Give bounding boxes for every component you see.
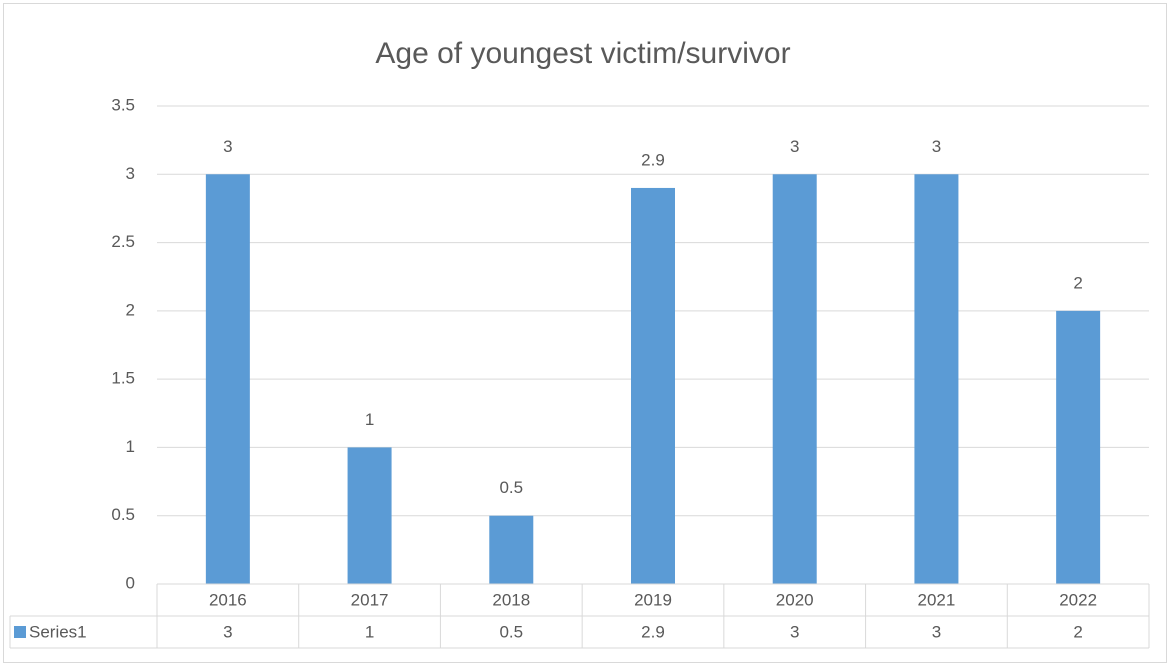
- table-value: 3: [223, 622, 232, 641]
- data-label: 2: [1073, 273, 1082, 292]
- bar: [1056, 310, 1101, 584]
- bar: [489, 515, 534, 584]
- y-tick-label: 0.5: [111, 505, 135, 524]
- table-value: 0.5: [499, 622, 523, 641]
- legend-key: [14, 626, 26, 638]
- bar: [772, 174, 817, 585]
- x-tick-label: 2017: [351, 590, 389, 609]
- y-tick-label: 1: [126, 437, 135, 456]
- data-label: 3: [790, 137, 799, 156]
- bar: [631, 187, 675, 584]
- y-tick-label: 3: [126, 164, 135, 183]
- bar: [205, 174, 250, 585]
- bar: [914, 174, 959, 585]
- y-tick-label: 0: [126, 573, 135, 592]
- data-label: 1: [365, 410, 374, 429]
- table-value: 3: [790, 622, 799, 641]
- x-tick-label: 2020: [776, 590, 814, 609]
- x-tick-label: 2021: [918, 590, 956, 609]
- table-value: 2: [1073, 622, 1082, 641]
- legend-label: Series1: [29, 622, 87, 641]
- x-tick-label: 2018: [492, 590, 530, 609]
- table-value: 2.9: [641, 622, 665, 641]
- y-tick-label: 1.5: [111, 369, 135, 388]
- y-tick-label: 2: [126, 300, 135, 319]
- x-tick-label: 2016: [209, 590, 247, 609]
- y-tick-label: 3.5: [111, 95, 135, 114]
- x-tick-label: 2022: [1059, 590, 1097, 609]
- bar: [347, 447, 392, 584]
- x-tick-label: 2019: [634, 590, 672, 609]
- data-label: 3: [932, 137, 941, 156]
- y-tick-label: 2.5: [111, 232, 135, 251]
- data-label: 0.5: [499, 478, 523, 497]
- chart-border: [3, 3, 1167, 663]
- table-value: 3: [932, 622, 941, 641]
- data-label: 2.9: [641, 150, 665, 169]
- table-value: 1: [365, 622, 374, 641]
- data-label: 3: [223, 137, 232, 156]
- chart-title: Age of youngest victim/survivor: [375, 37, 790, 70]
